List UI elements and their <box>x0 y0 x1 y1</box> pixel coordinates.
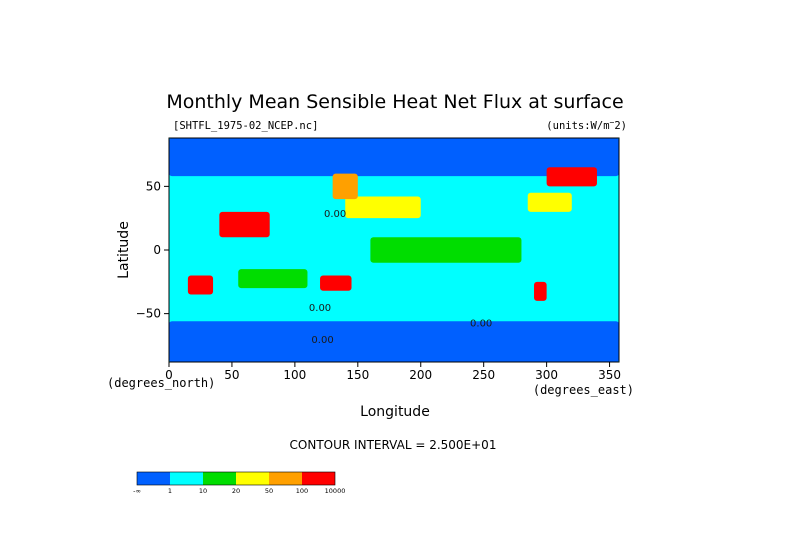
x-axis-ticks: 0 50 100 150 200 250 300 350 <box>165 362 621 382</box>
plot-area: 0.00 0.00 0.00 0.00 <box>168 137 620 363</box>
field-region-south-indian-ocean <box>238 269 308 289</box>
y-tick-label: −50 <box>136 307 161 321</box>
y-tick-label: 0 <box>153 243 161 257</box>
colorbar: -∞ 1 10 20 50 100 10000 <box>133 471 346 495</box>
y-axis-label: Latitude <box>116 221 132 279</box>
colorbar-label: 1 <box>168 487 172 495</box>
colorbar-label: 20 <box>232 487 240 495</box>
contour-label: 0.00 <box>324 209 346 220</box>
x-tick-label: 300 <box>535 368 558 382</box>
colorbar-label: 50 <box>265 487 273 495</box>
colorbar-label: -∞ <box>133 487 141 495</box>
x-tick-label: 250 <box>472 368 495 382</box>
colorbar-swatch <box>137 472 170 485</box>
colorbar-swatch <box>170 472 203 485</box>
field-region-gulf-stream <box>527 192 572 212</box>
contour-label: 0.00 <box>311 335 333 346</box>
x-unit-label: (degrees_east) <box>533 383 634 397</box>
contour-label: 0.00 <box>309 303 331 314</box>
y-unit-label: (degrees_north) <box>107 376 215 390</box>
chart-title: Monthly Mean Sensible Heat Net Flux at s… <box>166 91 623 113</box>
x-axis-label: Longitude <box>360 404 430 420</box>
colorbar-label: 10000 <box>325 487 346 495</box>
units-label: (units:W/m−2) <box>546 118 627 132</box>
y-axis-ticks: −50 0 50 <box>136 179 169 321</box>
x-tick-label: 100 <box>283 368 306 382</box>
field-region-labrador-sea <box>546 167 597 187</box>
field-region-east-asia-coast <box>332 173 358 200</box>
source-file-label: [SHTFL_1975-02_NCEP.nc] <box>173 120 318 132</box>
colorbar-swatch <box>236 472 269 485</box>
field-region-southern-ocean <box>169 321 619 362</box>
x-tick-label: 50 <box>224 368 239 382</box>
field-region-equatorial-pacific <box>370 237 522 263</box>
x-tick-label: 150 <box>346 368 369 382</box>
x-tick-label: 200 <box>409 368 432 382</box>
x-tick-label: 350 <box>598 368 621 382</box>
colorbar-swatch <box>269 472 302 485</box>
x-tick-label: 0 <box>165 368 173 382</box>
colorbar-label: 100 <box>296 487 308 495</box>
contour-label: 0.00 <box>470 318 492 329</box>
colorbar-swatch <box>302 472 335 485</box>
field-region-south-africa <box>187 275 214 295</box>
colorbar-frame <box>136 471 336 486</box>
y-tick-label: 50 <box>146 179 161 193</box>
colorbar-label: 10 <box>199 487 207 495</box>
field-region-arabia-india <box>219 211 270 238</box>
field-region-north-pacific-kuroshio <box>345 196 421 219</box>
field-region-australia-interior <box>320 275 352 291</box>
contour-interval-label: CONTOUR INTERVAL = 2.500E+01 <box>290 438 497 452</box>
field-region-northern-ocean-high-lat <box>169 138 619 177</box>
field-region-argentina <box>534 281 547 301</box>
colorbar-swatch <box>203 472 236 485</box>
